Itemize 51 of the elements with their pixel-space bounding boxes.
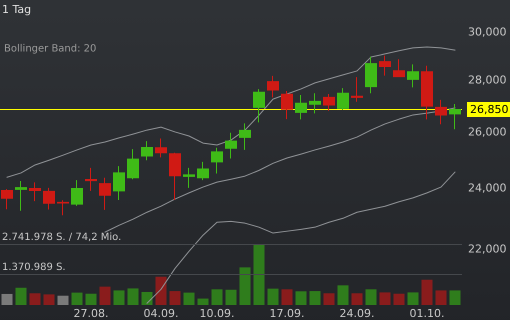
candlestick (113, 166, 125, 200)
ref-line-label: 26,850 (470, 102, 508, 116)
x-tick-label: 27.08. (74, 307, 108, 320)
candlestick (29, 182, 41, 202)
candlestick (197, 161, 209, 181)
candlestick (57, 200, 69, 216)
y-tick-label: 22,000 (468, 242, 506, 256)
candlestick (323, 94, 335, 112)
candlestick (211, 147, 223, 174)
y-tick-label: 30,000 (468, 25, 506, 38)
x-tick-label: 17.09. (270, 307, 304, 320)
candlestick (351, 76, 363, 102)
y-tick-label: 28,000 (468, 74, 506, 87)
candlestick (99, 177, 111, 210)
candlestick (421, 65, 433, 120)
candlestick (225, 132, 237, 160)
candlestick (155, 138, 167, 158)
candlestick (43, 187, 55, 210)
candlestick (309, 92, 321, 114)
line-series (104, 107, 456, 233)
candlestick (141, 140, 153, 161)
line-series (146, 172, 456, 304)
candlestick (295, 94, 307, 120)
candlestick (71, 180, 83, 206)
candlestick (379, 55, 391, 76)
candlestick (1, 188, 13, 210)
candlestick (365, 56, 377, 94)
candlestick (169, 152, 181, 200)
x-tick-label: 10.09. (200, 307, 234, 320)
y-tick-label: 24,000 (468, 181, 506, 194)
candlestick (337, 88, 349, 110)
ref-line-label: 2.741.978 S. / 74,2 Mio. (2, 232, 122, 243)
ref-line-label: 1.370.989 S. (2, 262, 66, 274)
candlestick (127, 148, 139, 180)
candlestick (183, 167, 195, 188)
candlestick (393, 58, 405, 78)
candlestick (15, 180, 27, 212)
x-tick-label: 01.10. (410, 307, 444, 320)
y-tick-label: 26,000 (468, 125, 506, 138)
candlestick (85, 167, 97, 192)
candlestick (267, 75, 279, 98)
annotation: Bollinger Band: 20 (4, 44, 96, 54)
candlestick (253, 88, 265, 123)
candlestick (281, 90, 293, 120)
x-tick-label: 04.09. (144, 307, 178, 320)
x-tick-label: 24.09. (340, 307, 374, 320)
chart-subtitle: 1 Tag (2, 3, 32, 16)
candlestick (407, 64, 419, 88)
candlestick (435, 99, 447, 125)
candlestick (239, 122, 251, 150)
candlestick (449, 104, 461, 130)
